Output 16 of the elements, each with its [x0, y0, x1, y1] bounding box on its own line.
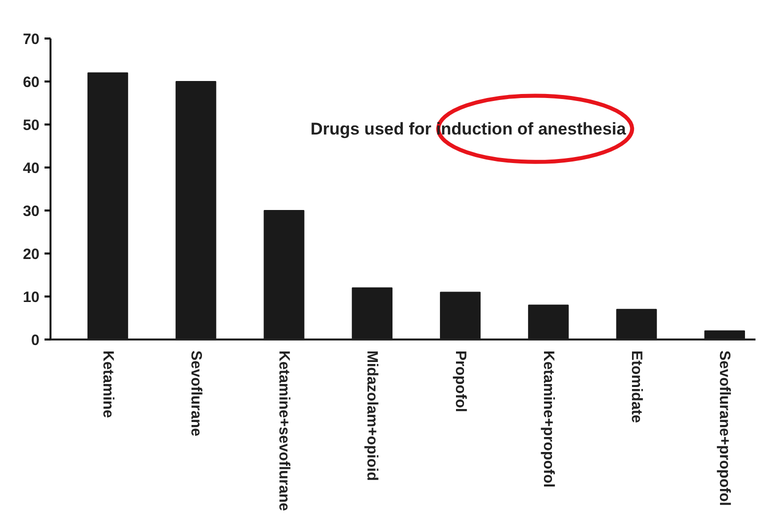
x-tick-label: Propofol — [452, 350, 469, 412]
y-tick-label: 60 — [22, 74, 40, 91]
x-tick-label: Ketamine — [99, 350, 116, 418]
y-tick-label: 40 — [22, 160, 40, 177]
x-tick-label: Midazolam+opioid — [364, 350, 381, 481]
x-tick-label: Ketamine+sevoflurane — [276, 350, 293, 511]
y-tick-label: 30 — [22, 203, 40, 220]
y-tick-label: 0 — [31, 332, 40, 349]
y-tick-label: 20 — [22, 246, 40, 263]
y-tick-label: 10 — [22, 289, 40, 306]
x-tick-label: Sevoflurane — [187, 350, 204, 436]
y-tick-label: 50 — [22, 117, 40, 134]
x-tick-label: Ketamine+propofol — [540, 350, 557, 488]
x-tick-label: Sevoflurane+propofol — [716, 350, 734, 506]
x-tick-label: Etomidate — [628, 350, 646, 424]
y-tick-label: 70 — [22, 31, 40, 48]
